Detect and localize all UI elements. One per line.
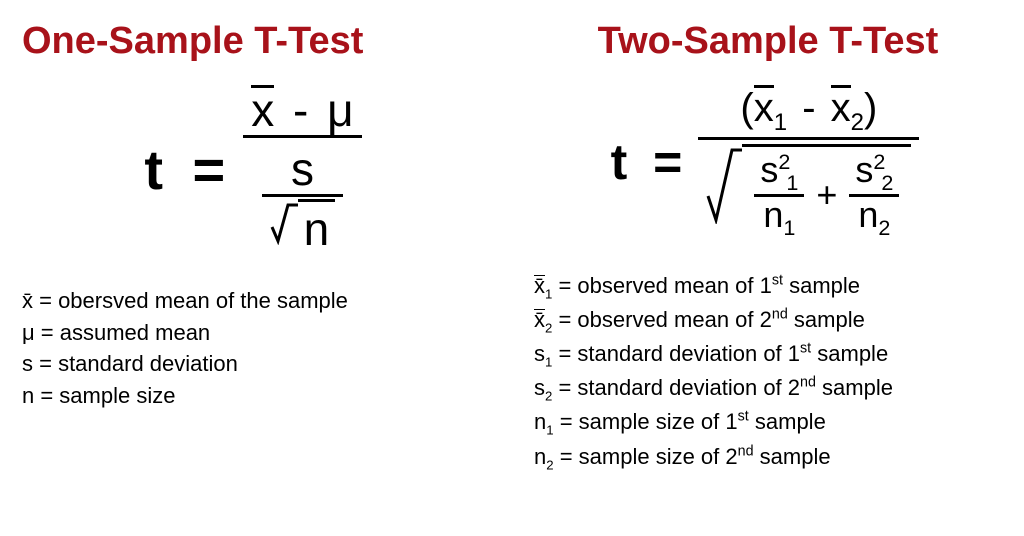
two-sample-panel: Two-Sample T-Test t = (x1 - x2) s21 — [512, 0, 1024, 536]
numerator-2: (x1 - x2) — [732, 83, 885, 137]
radical-icon — [706, 144, 742, 224]
legend-n1: n1 = sample size of 1st sample — [534, 407, 1002, 439]
t-lhs-2: t = — [611, 133, 693, 191]
legend-s1: s1 = standard deviation of 1st sample — [534, 339, 1002, 371]
numerator: x - μ — [243, 83, 361, 135]
legend-n2: n2 = sample size of 2nd sample — [534, 442, 1002, 474]
denominator: s n — [248, 138, 358, 256]
term2: s22 n2 — [849, 151, 899, 239]
radical-icon — [270, 199, 298, 245]
denominator-2: s21 n1 + s22 n2 — [698, 140, 919, 241]
one-sample-formula: t = x - μ s n — [22, 83, 490, 256]
one-sample-legend: x̄ = obersved mean of the sample μ = ass… — [22, 286, 490, 413]
two-sample-formula: t = (x1 - x2) s21 n1 — [534, 83, 1002, 241]
legend-mu: μ = assumed mean — [22, 318, 490, 348]
legend-n: n = sample size — [22, 381, 490, 411]
two-sample-legend: x̄1 = observed mean of 1st sample x̄2 = … — [534, 271, 1002, 476]
one-sample-panel: One-Sample T-Test t = x - μ s — [0, 0, 512, 536]
one-sample-title: One-Sample T-Test — [22, 20, 490, 63]
legend-x1: x̄1 = observed mean of 1st sample — [534, 271, 1002, 303]
main-fraction-2: (x1 - x2) s21 n1 + — [698, 83, 919, 241]
legend-x2: x̄2 = observed mean of 2nd sample — [534, 305, 1002, 337]
t-lhs: t = — [144, 137, 237, 202]
legend-s: s = standard deviation — [22, 349, 490, 379]
legend-xbar: x̄ = obersved mean of the sample — [22, 286, 490, 316]
term1: s21 n1 — [754, 151, 804, 239]
main-fraction: x - μ s n — [243, 83, 361, 256]
two-sample-title: Two-Sample T-Test — [534, 20, 1002, 63]
legend-s2: s2 = standard deviation of 2nd sample — [534, 373, 1002, 405]
